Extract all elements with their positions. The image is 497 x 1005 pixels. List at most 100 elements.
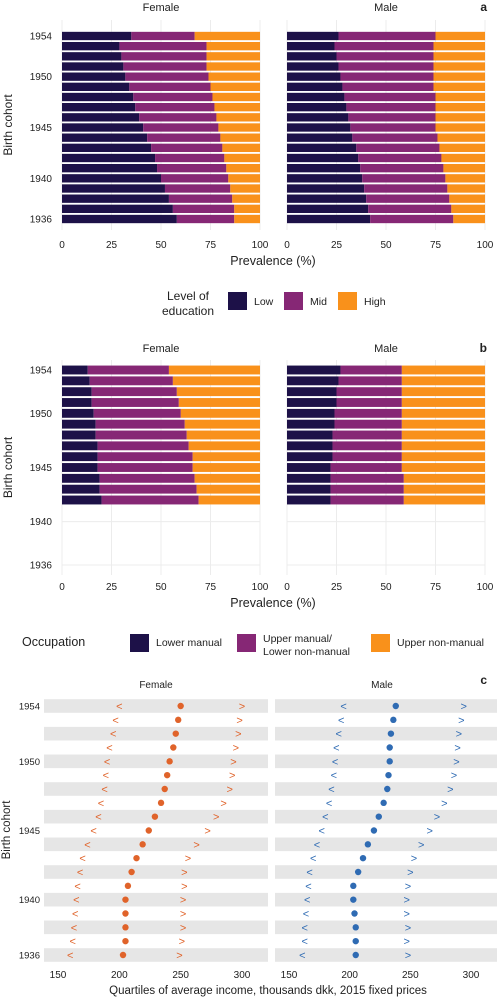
bar-female-1951-1 [123, 62, 207, 71]
median-point [172, 730, 179, 737]
bar-male-1942-1 [358, 153, 442, 163]
quartile-low-marker: < [79, 853, 85, 865]
bar-male-1945-0 [287, 463, 331, 472]
bar-male-1954-2 [401, 365, 485, 375]
bar-male-1949-2 [401, 419, 485, 429]
median-point [157, 799, 165, 807]
y-tick-label-c: 1950 [19, 757, 40, 768]
stripe-row [44, 699, 268, 713]
bar-female-1953-2 [172, 376, 260, 386]
y-tick-label: 1954 [30, 366, 53, 377]
quartile-high-marker: > [434, 812, 440, 824]
bar-male-1942-2 [441, 153, 485, 163]
y-tick-label: 1945 [30, 123, 53, 134]
bar-male-1941-1 [360, 163, 444, 173]
bar-male-1949-0 [287, 419, 335, 429]
bar-female-1941-1 [157, 163, 227, 173]
median-point [350, 896, 357, 903]
bar-female-1954-2 [168, 365, 260, 375]
bar-female-1953-1 [89, 376, 173, 386]
bar-female-1943-2 [196, 484, 260, 494]
bar-male-1949-1 [334, 419, 402, 429]
bar-female-1953-2 [206, 41, 260, 51]
bar-female-1942-2 [224, 153, 260, 163]
median-point [384, 785, 391, 793]
bar-female-1953-0 [62, 376, 90, 386]
bar-male-1944-2 [403, 473, 485, 483]
bar-male-1947-2 [401, 441, 485, 451]
bar-male-1952-1 [336, 52, 434, 61]
median-point [122, 896, 129, 903]
bar-male-1942-0 [287, 495, 331, 505]
quartile-low-marker: < [98, 798, 104, 810]
bar-male-1937-1 [368, 204, 452, 214]
facet-label-female: Female [143, 343, 180, 355]
legend-label-upper-manual-line1: Upper manual/ [263, 633, 332, 645]
bar-male-1951-0 [287, 398, 337, 407]
bar-male-1950-1 [334, 408, 402, 418]
x-tick-label-c: 300 [463, 970, 480, 981]
quartile-high-marker: > [405, 881, 411, 893]
bar-female-1946-1 [97, 452, 193, 462]
legend-label-high: High [364, 296, 386, 308]
quartile-low-marker: < [331, 770, 337, 782]
median-point [386, 758, 393, 765]
quartile-high-marker: > [204, 826, 210, 838]
bar-male-1941-2 [443, 163, 485, 173]
bar-female-1950-2 [208, 72, 260, 81]
quartile-low-marker: < [112, 715, 118, 727]
median-point [370, 827, 378, 834]
x-tick-label-c: 150 [281, 970, 298, 981]
quartile-low-marker: < [84, 839, 90, 851]
quartile-low-marker: < [70, 936, 76, 948]
bar-female-1944-2 [220, 133, 260, 142]
bar-female-1948-2 [212, 92, 260, 102]
quartile-high-marker: > [193, 839, 199, 851]
bar-female-1944-1 [99, 473, 195, 483]
bar-female-1951-2 [178, 398, 260, 407]
stripe-row [275, 699, 497, 713]
legend-swatch-high [338, 292, 357, 310]
bar-female-1938-0 [62, 194, 169, 203]
median-point [390, 716, 397, 724]
x-tick-label: 100 [252, 582, 269, 593]
bar-male-1944-1 [330, 473, 404, 483]
quartile-high-marker: > [447, 784, 453, 796]
x-tick-label: 100 [477, 240, 494, 251]
y-tick-label-c: 1940 [19, 895, 40, 906]
bar-female-1944-2 [194, 473, 260, 483]
bar-female-1940-2 [228, 174, 260, 183]
bar-female-1945-2 [218, 123, 260, 132]
x-tick-label: 100 [477, 582, 494, 593]
bar-female-1943-0 [62, 484, 100, 494]
quartile-high-marker: > [239, 701, 245, 713]
bar-male-1947-0 [287, 441, 333, 451]
stripe-row [44, 726, 268, 741]
bar-female-1939-0 [62, 184, 165, 193]
bar-female-1941-0 [62, 163, 158, 173]
bar-female-1951-2 [206, 62, 260, 71]
quartile-low-marker: < [326, 798, 332, 810]
bar-male-1954-1 [340, 365, 402, 375]
bar-female-1944-0 [62, 473, 100, 483]
bar-male-1942-0 [287, 153, 359, 163]
bar-female-1952-0 [62, 52, 122, 61]
bar-male-1953-0 [287, 376, 339, 386]
quartile-low-marker: < [95, 812, 101, 824]
bar-male-1954-2 [435, 31, 485, 41]
facet-label-c-female: Female [139, 680, 173, 691]
bar-male-1953-1 [334, 41, 434, 51]
bar-female-1946-2 [192, 452, 260, 462]
bar-female-1944-1 [147, 133, 221, 142]
bar-female-1954-0 [62, 31, 132, 41]
bar-male-1944-0 [287, 473, 331, 483]
median-point [163, 771, 171, 779]
bar-female-1945-0 [62, 123, 144, 132]
bar-female-1936-0 [62, 214, 177, 224]
bar-male-1938-2 [449, 194, 485, 203]
bar-female-1949-1 [95, 419, 185, 429]
bar-female-1948-1 [133, 92, 213, 102]
bar-female-1936-1 [176, 214, 235, 224]
median-point [386, 744, 393, 751]
quartile-low-marker: < [314, 839, 320, 851]
